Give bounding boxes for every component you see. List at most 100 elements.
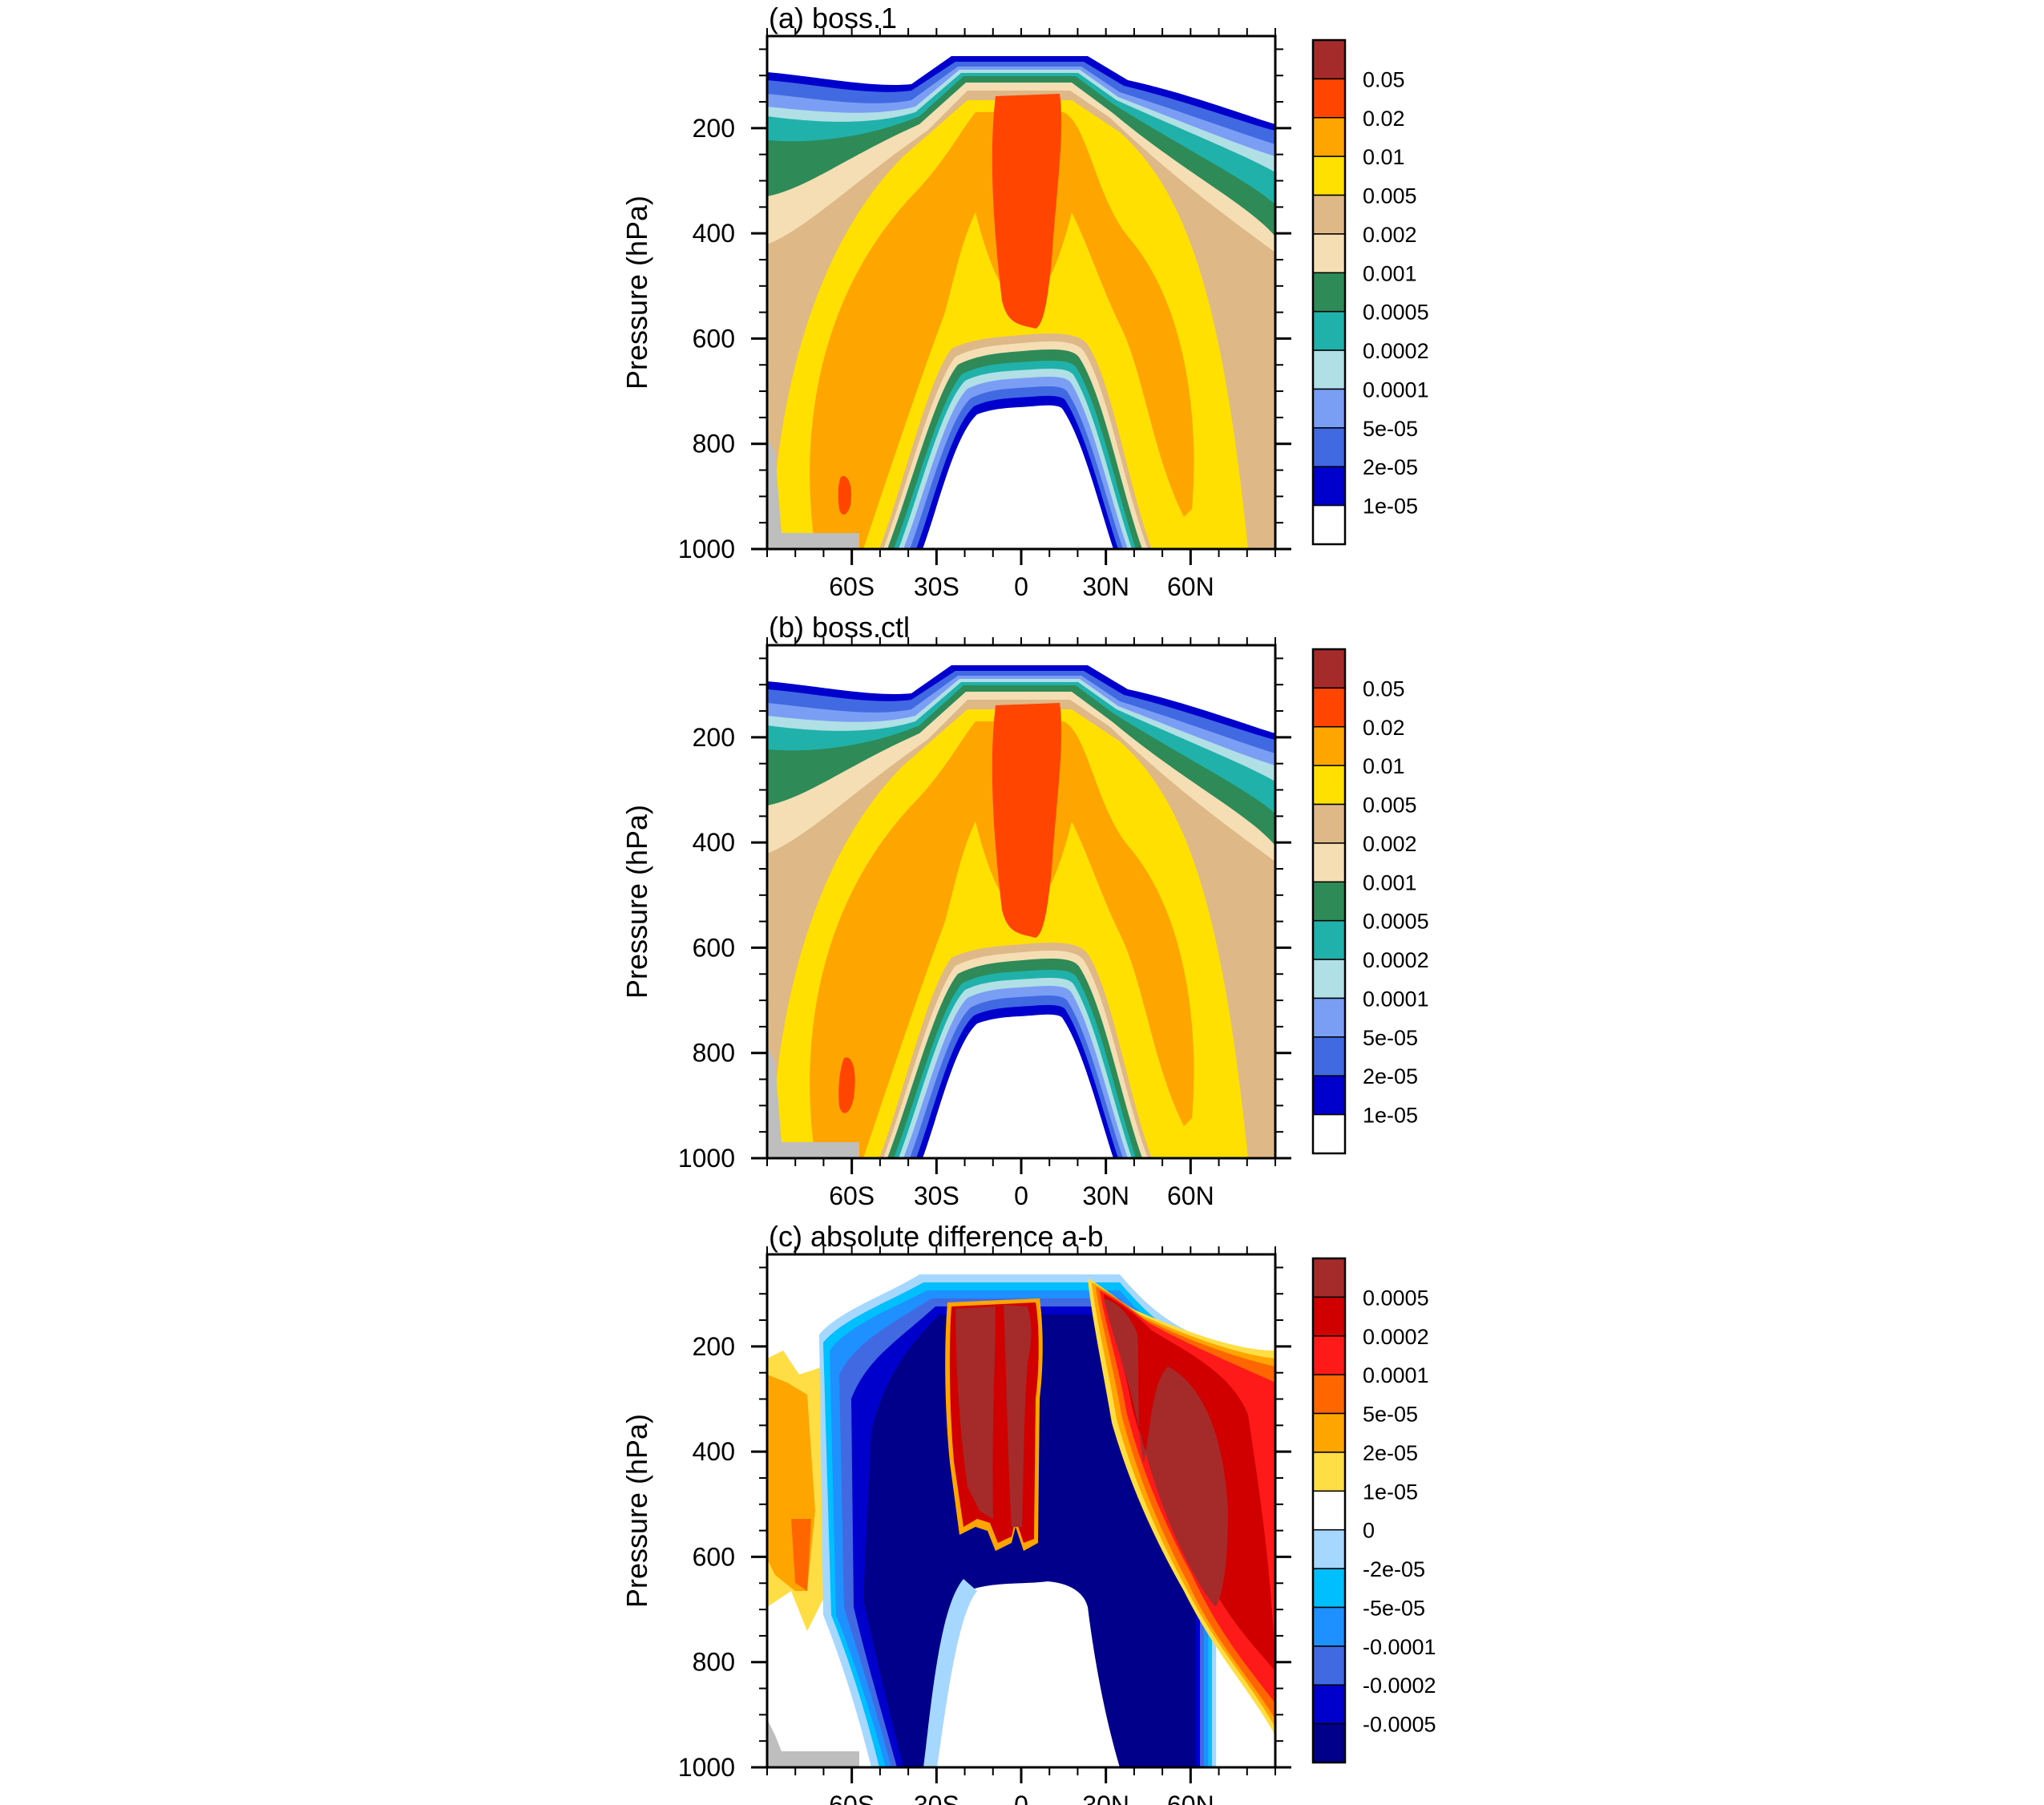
colorbar-label: 0.0002 — [1363, 1325, 1429, 1349]
y-tick-label: 200 — [693, 1332, 735, 1361]
y-tick-label: 200 — [693, 723, 735, 752]
y-tick-label: 400 — [693, 1437, 735, 1466]
colorbar-label: 2e-05 — [1363, 1441, 1418, 1465]
colorbar-label: 0.001 — [1363, 870, 1417, 894]
contour-band-0.05-south — [838, 476, 852, 515]
colorbar-label: 0.0002 — [1363, 339, 1429, 363]
colorbar-label: 0.01 — [1363, 145, 1405, 169]
x-tick-label: 30S — [914, 572, 959, 601]
y-axis-title: Pressure (hPa) — [620, 196, 653, 390]
y-tick-label: 400 — [693, 828, 735, 857]
colorbar-label: 0.05 — [1363, 67, 1405, 91]
colorbar-label: 0.05 — [1363, 676, 1405, 701]
contour-lower-dry — [923, 1014, 1113, 1158]
colorbar-label: -0.0005 — [1363, 1713, 1436, 1737]
x-tick-label: 30N — [1082, 1791, 1129, 1805]
colorbar-swatch — [1312, 388, 1346, 429]
colorbar-swatch — [1312, 1335, 1346, 1375]
colorbar-swatch — [1312, 648, 1346, 689]
colorbar-label: 0.005 — [1363, 793, 1417, 818]
contour-field — [767, 36, 1275, 549]
colorbar-swatch — [1312, 272, 1346, 313]
x-tick-label: 30N — [1082, 1181, 1129, 1210]
colorbar-label: -2e-05 — [1363, 1557, 1425, 1581]
y-tick-label: 800 — [693, 1648, 735, 1677]
colorbar-label: 0.005 — [1363, 184, 1417, 208]
colorbar-label: 0.0001 — [1363, 378, 1429, 402]
x-tick-label: 30S — [914, 1791, 959, 1805]
topography-mask — [767, 1046, 859, 1158]
y-tick-label: 600 — [693, 324, 735, 353]
x-tick-label: 60N — [1167, 1181, 1214, 1210]
contour-band-0.05-south — [838, 1057, 855, 1113]
colorbar-swatch — [1312, 1490, 1346, 1531]
colorbar-swatch — [1312, 1528, 1346, 1569]
colorbar-swatch — [1312, 997, 1346, 1038]
panel-c: (c) absolute difference a-b — [620, 1220, 1436, 1805]
colorbar-swatch — [1312, 726, 1346, 766]
colorbar-swatch — [1312, 233, 1346, 274]
colorbar-swatch — [1312, 1412, 1346, 1453]
colorbar-swatch — [1312, 310, 1346, 351]
colorbar-label: -5e-05 — [1363, 1596, 1425, 1620]
colorbar-swatch — [1312, 78, 1346, 119]
y-tick-label: 1000 — [678, 1144, 735, 1173]
colorbar-swatch — [1312, 765, 1346, 806]
y-tick-label: 800 — [693, 430, 735, 458]
x-tick-label: 0 — [1014, 1791, 1028, 1805]
panel-a: (a) boss.1 — [620, 2, 1429, 601]
colorbar-swatch — [1312, 155, 1346, 196]
y-axis-title: Pressure (hPa) — [620, 1414, 653, 1608]
colorbar-swatch — [1312, 349, 1346, 390]
x-tick-label: 60N — [1167, 572, 1214, 601]
colorbar-swatch — [1312, 427, 1346, 467]
axes: 60S 30S 0 30N 60N 200 400 600 800 1000 — [678, 1246, 1291, 1805]
colorbar-label: -0.0001 — [1363, 1635, 1436, 1659]
panel-b: (b) boss.ctl 60S 30S 0 — [620, 611, 1429, 1210]
contour-band-0.02 — [810, 721, 1194, 1158]
panel-title: (b) boss.ctl — [769, 611, 910, 644]
colorbar-label: 5e-05 — [1363, 1403, 1418, 1427]
colorbar-label: 1e-05 — [1363, 1480, 1418, 1504]
colorbar-label: -0.0002 — [1363, 1674, 1436, 1698]
y-tick-label: 600 — [693, 1542, 735, 1571]
contour-lower-dry — [923, 405, 1113, 549]
colorbar-swatch — [1312, 959, 1346, 999]
y-tick-label: 400 — [693, 219, 735, 248]
colorbar: 0.0005 0.0002 0.0001 5e-05 2e-05 1e-05 0 -2e-05… — [1311, 1257, 1436, 1764]
colorbar-swatch — [1312, 1684, 1346, 1725]
x-tick-label: 60N — [1167, 1791, 1214, 1805]
colorbar-label: 2e-05 — [1363, 1064, 1418, 1088]
colorbar-label: 1e-05 — [1363, 495, 1418, 519]
colorbar-label: 5e-05 — [1363, 1026, 1418, 1050]
colorbar-label: 0.01 — [1363, 754, 1405, 778]
panel-title: (a) boss.1 — [769, 2, 897, 34]
y-tick-label: 1000 — [678, 1753, 735, 1782]
colorbar-label: 1e-05 — [1363, 1104, 1418, 1128]
contour-band-pos-max — [1104, 1298, 1228, 1607]
colorbar: 0.05 0.02 0.01 0.005 0.002 0.001 0.0005 0.0002 0… — [1311, 648, 1429, 1155]
colorbar-swatch — [1312, 39, 1346, 80]
colorbar-label: 0.0005 — [1363, 910, 1429, 934]
axes: 60S 30S 0 30N 60N 200 400 600 800 1000 — [678, 28, 1291, 601]
colorbar-swatch — [1312, 1113, 1346, 1154]
colorbar: 0.05 0.02 0.01 0.005 0.002 0.001 0.0005 0.0002 0… — [1311, 38, 1429, 546]
colorbar-label: 0.0001 — [1363, 1363, 1429, 1387]
contour-band-pos-column-max-b — [1004, 1305, 1032, 1527]
contour-band-0.05 — [992, 94, 1062, 329]
contour-band-0.0001 — [791, 1519, 811, 1591]
colorbar-swatch — [1312, 117, 1346, 157]
contour-band-0.02 — [810, 112, 1194, 549]
colorbar-label: 0 — [1363, 1519, 1375, 1543]
axes: 60S 30S 0 30N 60N 200 400 600 800 1000 — [678, 637, 1291, 1210]
colorbar-label: 0.0005 — [1363, 301, 1429, 325]
colorbar-frame — [1311, 38, 1347, 546]
colorbar-label: 0.002 — [1363, 223, 1417, 247]
contour-field — [767, 1254, 1275, 1767]
colorbar-label: 0.02 — [1363, 107, 1405, 131]
colorbar-swatch — [1312, 919, 1346, 960]
colorbar-swatch — [1312, 466, 1346, 507]
colorbar-swatch — [1312, 194, 1346, 235]
colorbar-label: 0.02 — [1363, 716, 1405, 740]
y-tick-label: 1000 — [678, 535, 735, 563]
